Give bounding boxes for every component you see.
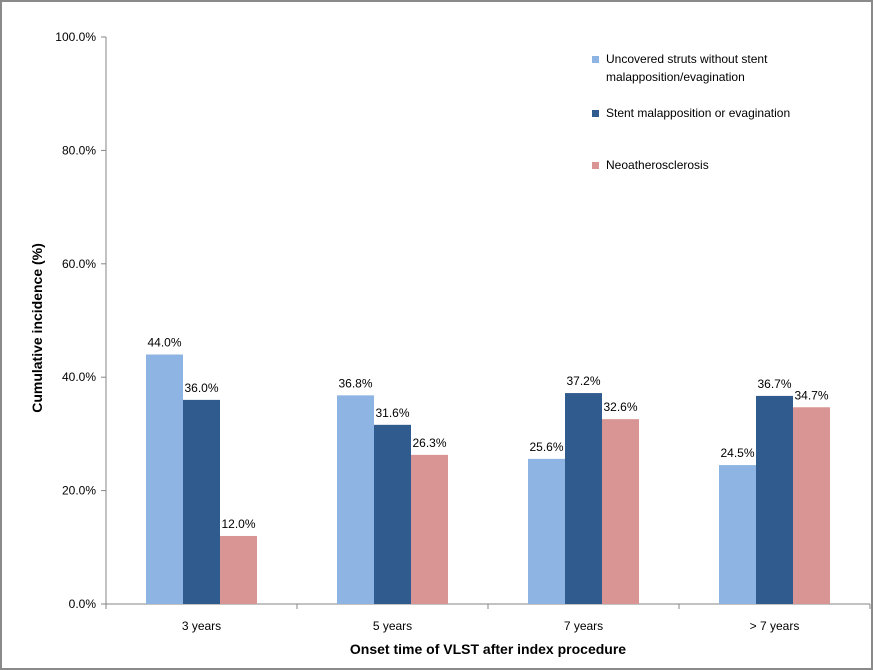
y-axis-title: Cumulative incidence (%)	[29, 243, 45, 413]
legend-label: Neoatherosclerosis	[606, 158, 709, 172]
y-tick-label: 60.0%	[62, 257, 96, 271]
data-label: 44.0%	[147, 336, 181, 350]
data-label: 34.7%	[794, 388, 828, 402]
bar	[565, 393, 602, 604]
data-label: 31.6%	[375, 406, 409, 420]
bar	[719, 465, 756, 604]
axes: 0.0% 20.0% 40.0% 60.0% 80.0% 100.0% 3 years 5 y…	[55, 30, 871, 633]
bar	[793, 407, 830, 604]
x-tick-label: > 7 years	[750, 619, 800, 633]
data-label: 36.0%	[184, 381, 218, 395]
data-label: 37.2%	[566, 374, 600, 388]
bar	[183, 399, 220, 604]
data-label: 24.5%	[720, 446, 754, 460]
legend-label: malapposition/evagination	[606, 70, 745, 84]
x-tick-label: 5 years	[373, 619, 412, 633]
y-tick-label: 20.0%	[62, 484, 96, 498]
legend-swatch	[592, 110, 599, 117]
legend: Uncovered struts without stent malapposit…	[592, 52, 790, 172]
x-tick-label: 7 years	[564, 619, 603, 633]
legend-label: Uncovered struts without stent	[606, 52, 768, 66]
data-label: 26.3%	[412, 436, 446, 450]
bar	[756, 395, 793, 604]
bar	[602, 419, 639, 604]
bar	[220, 535, 257, 604]
legend-swatch	[592, 162, 599, 169]
legend-label: Stent malapposition or evagination	[606, 106, 790, 120]
data-label: 12.0%	[221, 517, 255, 531]
bars	[146, 354, 830, 604]
y-tick-label: 100.0%	[55, 30, 96, 44]
data-label: 32.6%	[603, 400, 637, 414]
x-axis-title: Onset time of VLST after index procedure	[350, 641, 626, 657]
data-label: 36.7%	[757, 377, 791, 391]
bar	[411, 454, 448, 604]
data-labels: 44.0% 36.8% 25.6% 24.5% 36.0% 31.6% 37.2% 36.7%…	[147, 336, 828, 531]
data-label: 25.6%	[529, 440, 563, 454]
y-tick-label: 40.0%	[62, 370, 96, 384]
data-label: 36.8%	[338, 376, 372, 390]
legend-swatch	[592, 56, 599, 63]
x-tick-label: 3 years	[182, 619, 221, 633]
bar	[337, 395, 374, 604]
bar	[374, 424, 411, 604]
bar	[146, 354, 183, 604]
y-tick-label: 0.0%	[69, 597, 97, 611]
bar	[528, 458, 565, 604]
y-tick-label: 80.0%	[62, 143, 96, 157]
